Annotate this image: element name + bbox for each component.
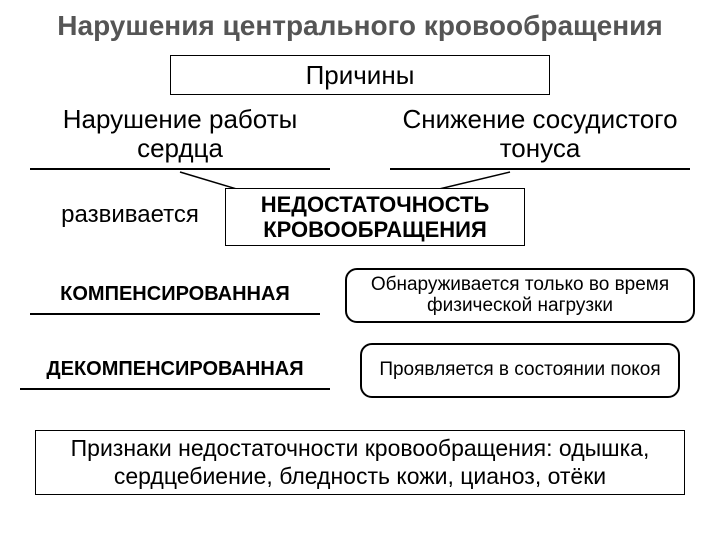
decompensated-box: ДЕКОМПЕНСИРОВАННАЯ bbox=[20, 350, 330, 390]
compensated-desc-box: Обнаруживается только во время физическо… bbox=[345, 268, 695, 323]
insufficiency-text: НЕДОСТАТОЧНОСТЬ КРОВООБРАЩЕНИЯ bbox=[226, 192, 524, 243]
cause-right-box: Снижение сосудистого тонуса bbox=[390, 100, 690, 170]
decompensated-desc-box: Проявляется в состоянии покоя bbox=[360, 343, 680, 398]
main-title: Нарушения центрального кровообращения bbox=[0, 10, 720, 42]
decompensated-text: ДЕКОМПЕНСИРОВАННАЯ bbox=[46, 358, 303, 381]
causes-label: Причины bbox=[306, 60, 415, 91]
compensated-desc-text: Обнаруживается только во время физическо… bbox=[357, 275, 683, 317]
develops-label: развивается bbox=[45, 195, 215, 235]
decompensated-desc-text: Проявляется в состоянии покоя bbox=[379, 360, 660, 381]
cause-right-text: Снижение сосудистого тонуса bbox=[390, 105, 690, 162]
causes-box: Причины bbox=[170, 55, 550, 95]
cause-left-text: Нарушение работы сердца bbox=[30, 105, 330, 162]
cause-left-box: Нарушение работы сердца bbox=[30, 100, 330, 170]
compensated-box: КОМПЕНСИРОВАННАЯ bbox=[30, 275, 320, 315]
develops-text: развивается bbox=[61, 201, 199, 229]
signs-box: Признаки недостаточности кровообращения:… bbox=[35, 430, 685, 495]
compensated-text: КОМПЕНСИРОВАННАЯ bbox=[60, 283, 290, 306]
signs-text: Признаки недостаточности кровообращения:… bbox=[44, 435, 676, 490]
insufficiency-box: НЕДОСТАТОЧНОСТЬ КРОВООБРАЩЕНИЯ bbox=[225, 188, 525, 246]
